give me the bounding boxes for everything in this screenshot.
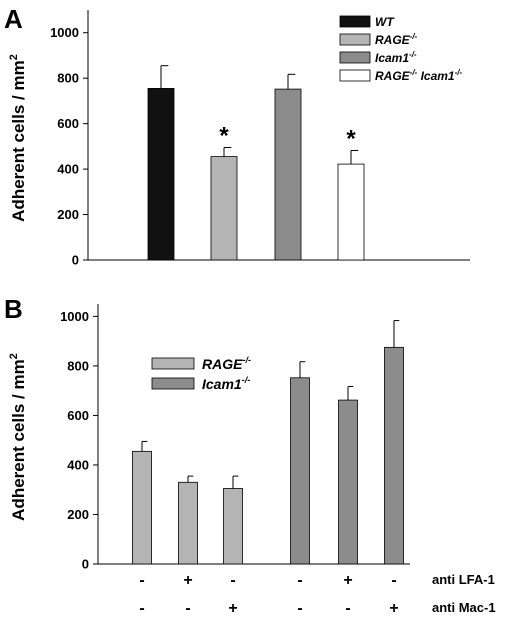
- panel-a-ytick-label: 0: [72, 253, 79, 268]
- panel-b-condition-symbol: -: [185, 600, 190, 617]
- panel-b-condition-symbol: -: [230, 572, 235, 589]
- panel-a-bars: * *: [147, 65, 365, 261]
- panel-b-condition-symbol: +: [183, 572, 192, 589]
- panel-b-bars: [132, 320, 404, 565]
- panel-b-legend-swatch: [151, 357, 195, 370]
- panel-b-bar: [290, 377, 310, 565]
- panel-a-ytick-label: 600: [57, 116, 79, 131]
- panel-a-ytick-label: 1000: [50, 25, 79, 40]
- panel-a-legend-swatch: [339, 51, 371, 64]
- panel-a-bar: [337, 163, 365, 261]
- panel-b-ytick-label: 600: [67, 408, 89, 423]
- panel-b-legend-swatch: [151, 377, 195, 390]
- panel-b-ytick-label: 400: [67, 457, 89, 472]
- panel-a-legend: WT RAGE-/- Icam1-/- RAGE-/- Icam1-/-: [339, 15, 462, 83]
- panel-b-bar: [223, 488, 243, 565]
- panel-b-condition-symbol: -: [139, 572, 144, 589]
- panel-a-legend-swatch: [339, 69, 371, 82]
- panel-b-condition-label: anti LFA-1: [432, 572, 495, 587]
- panel-b-ytick-label: 1000: [60, 309, 89, 324]
- panel-b-condition-symbol: -: [297, 572, 302, 589]
- panel-b-bar: [384, 346, 404, 565]
- panel-a-ylabel: Adherent cells / mm2: [8, 54, 28, 222]
- panel-b-bar: [178, 481, 198, 565]
- panel-b-condition-symbol: -: [297, 600, 302, 617]
- panel-b-condition-symbol: -: [139, 600, 144, 617]
- panel-b-legend-label: Icam1-/-: [202, 375, 250, 392]
- panel-a-ytick-label: 800: [57, 71, 79, 86]
- panel-a-axis: 0 200 400 600 800 1000: [50, 10, 470, 268]
- panel-b-condition-symbol: -: [391, 572, 396, 589]
- panel-a-significance-star: *: [346, 125, 356, 152]
- panel-b-condition-symbol: +: [389, 600, 398, 617]
- panel-b-legend-label: RAGE-/-: [202, 355, 251, 372]
- panel-b-condition-label: anti Mac-1: [432, 600, 496, 615]
- panel-a-bar: [147, 88, 175, 261]
- panel-b-ytick-label: 200: [67, 507, 89, 522]
- panel-a-legend-label: WT: [375, 15, 395, 29]
- panel-a-significance-star: *: [219, 123, 229, 150]
- panel-b-ytick-label: 800: [67, 358, 89, 373]
- panel-b-condition-symbol: +: [343, 572, 352, 589]
- panel-a-legend-label: Icam1-/-: [375, 50, 417, 65]
- panel-a-bar: [274, 88, 302, 261]
- panel-b-bar: [338, 399, 358, 565]
- panel-b-ytick-label: 0: [82, 557, 89, 572]
- panel-b-bar: [132, 450, 152, 565]
- panel-b-legend: RAGE-/- Icam1-/-: [151, 355, 251, 392]
- panel-a-letter: A: [4, 4, 23, 34]
- panel-a-legend-swatch: [339, 33, 371, 46]
- panel-b-letter: B: [4, 294, 23, 324]
- panel-a-ytick-label: 200: [57, 207, 79, 222]
- panel-b-ylabel: Adherent cells / mm2: [8, 353, 28, 521]
- panel-b-condition-symbol: -: [345, 600, 350, 617]
- panel-a-bar: [210, 156, 238, 261]
- panel-a-legend-swatch: [339, 15, 371, 28]
- panel-b-conditions: - + - - + - anti LFA-1 - - + - - + anti Mac-1: [139, 572, 495, 617]
- panel-a-ytick-label: 400: [57, 162, 79, 177]
- panel-a-legend-label: RAGE-/- Icam1-/-: [375, 68, 462, 83]
- panel-b-axis: 0 200 400 600 800 1000: [60, 304, 410, 572]
- panel-b-condition-symbol: +: [228, 600, 237, 617]
- panel-b: B Adherent cells / mm2 0 200 400 600 800 1000…: [4, 294, 496, 617]
- panel-a: A Adherent cells / mm2 0 200 400 600 800 1000…: [4, 4, 470, 268]
- panel-a-legend-label: RAGE-/-: [375, 32, 418, 47]
